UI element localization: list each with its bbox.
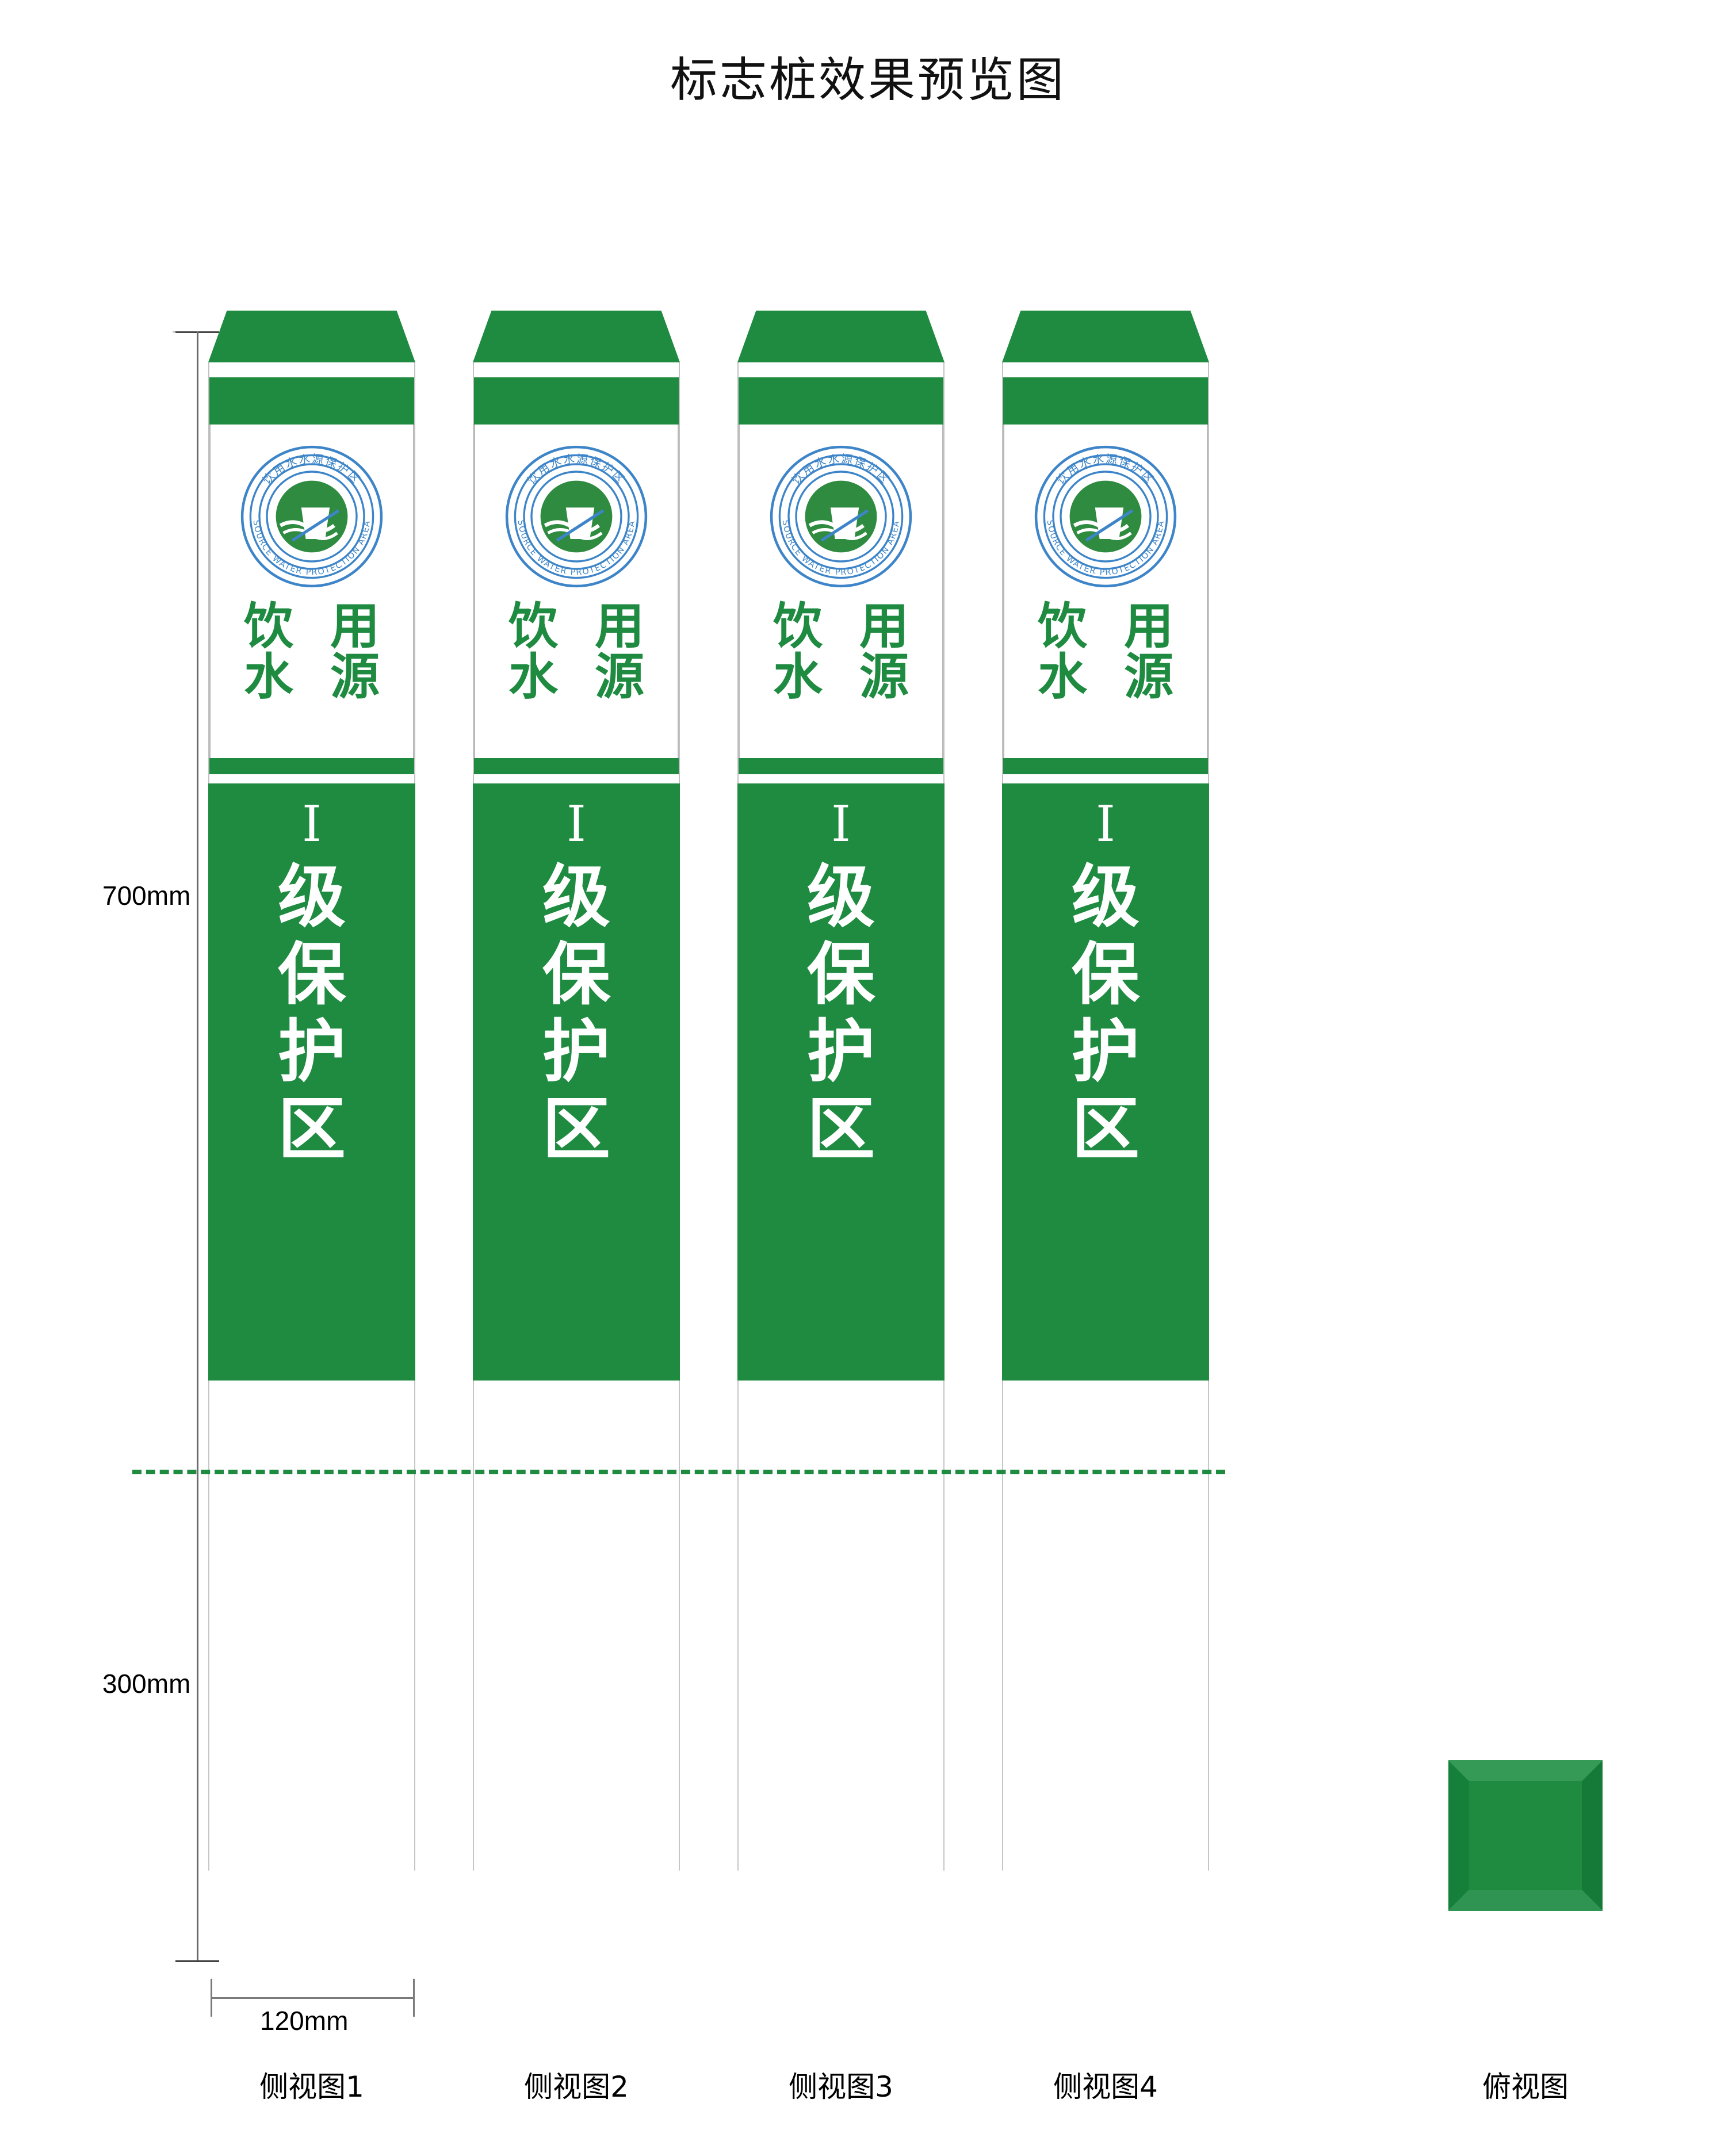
bevel-left-facet bbox=[1448, 1760, 1469, 1911]
panel-chinese-text: 饮 用 水 源 bbox=[755, 598, 927, 706]
panel-char-2: 用 bbox=[859, 598, 909, 655]
dim-line-700 bbox=[197, 331, 198, 1470]
post-shell: 饮用水水源保护区 SOURCE WATER PROTECTION AREA 饮 … bbox=[473, 362, 680, 783]
post-shell: 饮用水水源保护区 SOURCE WATER PROTECTION AREA 饮 … bbox=[208, 362, 415, 783]
panel-char-3: 水 bbox=[508, 648, 558, 706]
dim-line-300 bbox=[197, 1470, 198, 1961]
post-cap bbox=[1002, 311, 1209, 362]
panel-char-1: 饮 bbox=[773, 598, 823, 655]
post-body-above-ground: Ⅰ 级保护区 bbox=[1002, 783, 1209, 1381]
bevel-top-facet bbox=[1448, 1760, 1603, 1781]
dim-label-300: 300mm bbox=[102, 1669, 191, 1699]
source-water-protection-emblem: 饮用水水源保护区 SOURCE WATER PROTECTION AREA bbox=[770, 445, 912, 588]
lower-band bbox=[474, 758, 679, 774]
post-body-above-ground: Ⅰ 级保护区 bbox=[737, 783, 945, 1381]
grade-numeral: Ⅰ bbox=[1096, 797, 1115, 852]
dim-line-120 bbox=[211, 1997, 414, 1999]
panel-char-3: 水 bbox=[773, 648, 823, 706]
lower-band bbox=[209, 758, 414, 774]
caption-side-view-3: 侧视图3 bbox=[789, 2070, 893, 2104]
top-face bbox=[1469, 1781, 1582, 1890]
top-view-shape bbox=[1448, 1760, 1603, 1911]
emblem-panel: 饮用水水源保护区 SOURCE WATER PROTECTION AREA 饮 … bbox=[474, 425, 679, 758]
ground-level-line bbox=[132, 1470, 1225, 1474]
sign-post-3: 饮用水水源保护区 SOURCE WATER PROTECTION AREA 饮 … bbox=[737, 311, 945, 1871]
emblem-panel: 饮用水水源保护区 SOURCE WATER PROTECTION AREA 饮 … bbox=[209, 425, 414, 758]
post-cap bbox=[473, 311, 680, 362]
panel-chinese-text: 饮 用 水 源 bbox=[1019, 598, 1192, 706]
upper-band bbox=[739, 377, 943, 425]
protection-zone-label: 级保护区 bbox=[1071, 857, 1140, 1169]
page-title: 标志桩效果预览图 bbox=[670, 54, 1066, 106]
cap-gap bbox=[474, 362, 679, 377]
panel-chinese-text: 饮 用 水 源 bbox=[490, 598, 663, 706]
post-body-below-ground bbox=[473, 1381, 680, 1871]
band-gap bbox=[1003, 774, 1208, 783]
post-body-below-ground bbox=[1002, 1381, 1209, 1871]
panel-char-1: 饮 bbox=[508, 598, 558, 655]
protection-zone-label: 级保护区 bbox=[277, 857, 346, 1169]
post-shell: 饮用水水源保护区 SOURCE WATER PROTECTION AREA 饮 … bbox=[737, 362, 945, 783]
body-legend: Ⅰ 级保护区 bbox=[737, 800, 945, 1168]
band-gap bbox=[474, 774, 679, 783]
panel-chinese-text: 饮 用 水 源 bbox=[225, 598, 398, 706]
body-legend: Ⅰ 级保护区 bbox=[1002, 800, 1209, 1168]
panel-char-2: 用 bbox=[1124, 598, 1173, 655]
source-water-protection-emblem: 饮用水水源保护区 SOURCE WATER PROTECTION AREA bbox=[240, 445, 383, 588]
panel-char-4: 源 bbox=[595, 648, 644, 706]
panel-char-3: 水 bbox=[1038, 648, 1087, 706]
panel-char-1: 饮 bbox=[1038, 598, 1087, 655]
beveled-square-icon bbox=[1448, 1760, 1603, 1911]
panel-char-4: 源 bbox=[1124, 648, 1173, 706]
cap-gap bbox=[209, 362, 414, 377]
source-water-protection-emblem: 饮用水水源保护区 SOURCE WATER PROTECTION AREA bbox=[1034, 445, 1177, 588]
body-legend: Ⅰ 级保护区 bbox=[208, 800, 415, 1168]
post-body-below-ground bbox=[208, 1381, 415, 1871]
body-legend: Ⅰ 级保护区 bbox=[473, 800, 680, 1168]
sign-post-1: 饮用水水源保护区 SOURCE WATER PROTECTION AREA 饮 … bbox=[208, 311, 415, 1871]
protection-zone-label: 级保护区 bbox=[542, 857, 610, 1169]
upper-band bbox=[209, 377, 414, 425]
post-shell: 饮用水水源保护区 SOURCE WATER PROTECTION AREA 饮 … bbox=[1002, 362, 1209, 783]
upper-band bbox=[1003, 377, 1208, 425]
grade-numeral: Ⅰ bbox=[831, 797, 851, 852]
caption-side-view-1: 侧视图1 bbox=[259, 2070, 364, 2104]
upper-band bbox=[474, 377, 679, 425]
post-body-above-ground: Ⅰ 级保护区 bbox=[208, 783, 415, 1381]
bevel-bottom-facet bbox=[1448, 1890, 1603, 1911]
protection-zone-label: 级保护区 bbox=[806, 857, 875, 1169]
panel-char-4: 源 bbox=[330, 648, 380, 706]
dim-label-120: 120mm bbox=[260, 2006, 349, 2036]
post-body-below-ground bbox=[737, 1381, 945, 1871]
dim-cap-bottom bbox=[175, 1960, 219, 1962]
cap-gap bbox=[1003, 362, 1208, 377]
caption-side-view-4: 侧视图4 bbox=[1053, 2070, 1158, 2104]
panel-char-3: 水 bbox=[244, 648, 293, 706]
sign-post-2: 饮用水水源保护区 SOURCE WATER PROTECTION AREA 饮 … bbox=[473, 311, 680, 1871]
dim-label-700: 700mm bbox=[102, 881, 191, 911]
band-gap bbox=[739, 774, 943, 783]
lower-band bbox=[739, 758, 943, 774]
lower-band bbox=[1003, 758, 1208, 774]
sign-post-4: 饮用水水源保护区 SOURCE WATER PROTECTION AREA 饮 … bbox=[1002, 311, 1209, 1871]
panel-char-2: 用 bbox=[330, 598, 380, 655]
caption-top-view: 俯视图 bbox=[1482, 2070, 1569, 2104]
post-cap bbox=[737, 311, 945, 362]
band-gap bbox=[209, 774, 414, 783]
grade-numeral: Ⅰ bbox=[567, 797, 586, 852]
post-cap bbox=[208, 311, 415, 362]
caption-side-view-2: 侧视图2 bbox=[524, 2070, 629, 2104]
panel-char-1: 饮 bbox=[244, 598, 293, 655]
grade-numeral: Ⅰ bbox=[302, 797, 322, 852]
panel-char-2: 用 bbox=[595, 598, 644, 655]
cap-gap bbox=[739, 362, 943, 377]
source-water-protection-emblem: 饮用水水源保护区 SOURCE WATER PROTECTION AREA bbox=[505, 445, 648, 588]
emblem-panel: 饮用水水源保护区 SOURCE WATER PROTECTION AREA 饮 … bbox=[1003, 425, 1208, 758]
post-body-above-ground: Ⅰ 级保护区 bbox=[473, 783, 680, 1381]
bevel-right-facet bbox=[1582, 1760, 1603, 1911]
panel-char-4: 源 bbox=[859, 648, 909, 706]
emblem-panel: 饮用水水源保护区 SOURCE WATER PROTECTION AREA 饮 … bbox=[739, 425, 943, 758]
